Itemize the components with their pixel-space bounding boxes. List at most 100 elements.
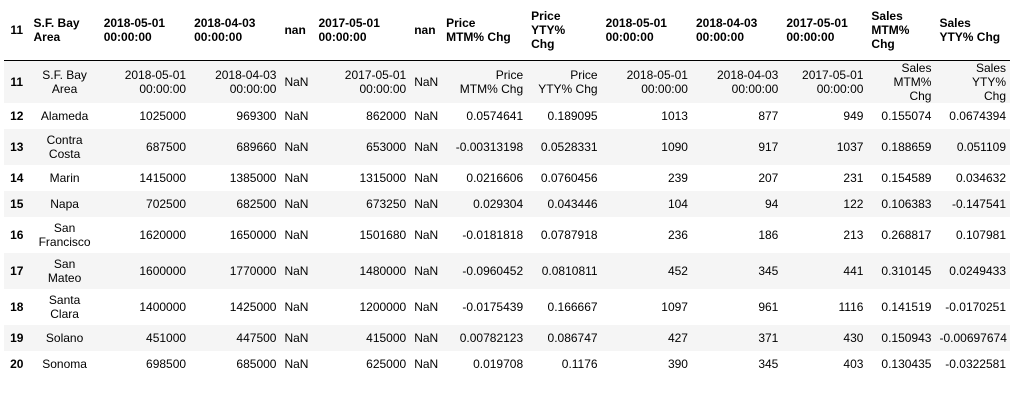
table-cell: 0.086747 bbox=[547, 331, 598, 345]
table-cell: 231 bbox=[843, 171, 864, 185]
table-cell: 0.188659 bbox=[881, 140, 932, 154]
table-cell: 390 bbox=[667, 357, 688, 371]
table-cell: 0.0674394 bbox=[949, 109, 1006, 123]
table-cell: 0.0216606 bbox=[466, 171, 524, 185]
table-cell: 1600000 bbox=[139, 264, 187, 278]
table-cell: 682500 bbox=[236, 197, 277, 211]
row-index: 13 bbox=[10, 140, 24, 154]
table-cell: NaN bbox=[414, 300, 439, 314]
table-cell: 917 bbox=[758, 140, 779, 154]
table-cell: San Francisco bbox=[38, 221, 91, 249]
column-header: S.F. Bay Area bbox=[29, 0, 100, 61]
table-cell: NaN bbox=[284, 300, 309, 314]
table-cell: 1400000 bbox=[139, 300, 187, 314]
table-cell: -0.0175439 bbox=[462, 300, 524, 314]
table-cell: 0.051109 bbox=[956, 140, 1006, 154]
table-cell: 0.019708 bbox=[473, 357, 524, 371]
table-cell: 236 bbox=[667, 228, 688, 242]
row-index: 12 bbox=[10, 109, 24, 123]
row-index: 16 bbox=[10, 228, 24, 242]
table-cell: 451000 bbox=[146, 331, 187, 345]
table-cell: -0.147541 bbox=[951, 197, 1006, 211]
column-header: nan bbox=[410, 0, 443, 61]
table-cell: Sales MTM% Chg bbox=[893, 61, 932, 103]
table-cell: 0.107981 bbox=[955, 228, 1006, 242]
table-cell: 0.0249433 bbox=[949, 264, 1006, 278]
table-cell: 2018-04-03 00:00:00 bbox=[716, 68, 779, 96]
table-row: 12 Alameda 1025000 969300 NaN 862000 NaN 0.0574… bbox=[4, 103, 1010, 129]
table-cell: Solano bbox=[45, 331, 84, 345]
table-cell: 1037 bbox=[836, 140, 864, 154]
table-cell: Sonoma bbox=[42, 357, 87, 371]
table-cell: 653000 bbox=[366, 140, 407, 154]
table-cell: 0.268817 bbox=[881, 228, 932, 242]
table-row: 20 Sonoma 698500 685000 NaN 625000 NaN 0.019708… bbox=[4, 351, 1010, 377]
table-cell: NaN bbox=[414, 140, 439, 154]
table-cell: Alameda bbox=[40, 109, 89, 123]
table-cell: NaN bbox=[284, 228, 309, 242]
table-cell: 403 bbox=[843, 357, 864, 371]
table-cell: 1620000 bbox=[139, 228, 187, 242]
column-header: Sales MTM% Chg bbox=[867, 0, 936, 61]
row-index: 17 bbox=[10, 264, 24, 278]
table-cell: Marin bbox=[49, 171, 80, 185]
table-row: 14 Marin 1415000 1385000 NaN 1315000 NaN 0.0216… bbox=[4, 165, 1010, 191]
table-row: 16 San Francisco 1620000 1650000 NaN 1501680 Na… bbox=[4, 217, 1010, 253]
column-header: Price YTY% Chg bbox=[527, 0, 602, 61]
table-cell: 1013 bbox=[661, 109, 688, 123]
table-cell: 0.043446 bbox=[547, 197, 598, 211]
table-row: 19 Solano 451000 447500 NaN 415000 NaN 0.007821… bbox=[4, 325, 1010, 351]
table-cell: NaN bbox=[414, 331, 439, 345]
table-cell: San Mateo bbox=[47, 257, 82, 285]
table-cell: 0.106383 bbox=[881, 197, 932, 211]
table-cell: 186 bbox=[758, 228, 779, 242]
row-index: 11 bbox=[10, 75, 24, 89]
table-cell: 371 bbox=[758, 331, 779, 345]
table-cell: 673250 bbox=[366, 197, 407, 211]
table-cell: -0.0322581 bbox=[945, 357, 1006, 371]
table-cell: 877 bbox=[758, 109, 779, 123]
table-cell: 0.130435 bbox=[881, 357, 932, 371]
column-header: 2017-05-01 00:00:00 bbox=[782, 0, 868, 61]
table-cell: 1315000 bbox=[359, 171, 407, 185]
table-cell: 94 bbox=[765, 197, 779, 211]
table-cell: 0.0528331 bbox=[540, 140, 598, 154]
table-cell: -0.0170251 bbox=[945, 300, 1006, 314]
table-cell: 415000 bbox=[366, 331, 407, 345]
table-cell: 2018-05-01 00:00:00 bbox=[124, 68, 187, 96]
column-header: 2017-05-01 00:00:00 bbox=[314, 0, 411, 61]
table-cell: 1116 bbox=[838, 300, 864, 314]
table-cell: 0.1176 bbox=[561, 357, 598, 371]
table-cell: 441 bbox=[843, 264, 864, 278]
table-cell: 104 bbox=[667, 197, 688, 211]
table-cell: 0.034632 bbox=[955, 171, 1006, 185]
table-cell: 447500 bbox=[236, 331, 277, 345]
table-cell: NaN bbox=[284, 140, 309, 154]
table-cell: 2017-05-01 00:00:00 bbox=[802, 68, 864, 96]
column-header: 2018-04-03 00:00:00 bbox=[691, 0, 783, 61]
table-cell: NaN bbox=[284, 357, 309, 371]
table-cell: NaN bbox=[284, 75, 309, 89]
table-cell: NaN bbox=[414, 197, 439, 211]
table-cell: NaN bbox=[414, 264, 439, 278]
column-header: nan bbox=[280, 0, 315, 61]
row-index: 14 bbox=[10, 171, 24, 185]
table-cell: 625000 bbox=[366, 357, 407, 371]
table-cell: 698500 bbox=[146, 357, 187, 371]
row-index: 18 bbox=[10, 300, 24, 314]
table-cell: NaN bbox=[284, 197, 309, 211]
table-cell: 702500 bbox=[146, 197, 187, 211]
table-cell: 0.00782123 bbox=[459, 331, 524, 345]
table-cell: 2018-04-03 00:00:00 bbox=[215, 68, 277, 96]
table-row: 17 San Mateo 1600000 1770000 NaN 1480000 NaN -0.… bbox=[4, 253, 1010, 289]
table-cell: -0.0960452 bbox=[462, 264, 524, 278]
table-cell: 0.0760456 bbox=[540, 171, 598, 185]
table-cell: 1425000 bbox=[229, 300, 277, 314]
header-index-cell: 11 bbox=[4, 0, 30, 61]
table-cell: 0.166667 bbox=[547, 300, 598, 314]
table-cell: 0.029304 bbox=[473, 197, 524, 211]
header-row: 11 S.F. Bay Area 2018-05-01 00:00:00 2018-04-… bbox=[4, 0, 1010, 61]
table-cell: 213 bbox=[843, 228, 864, 242]
table-cell: 239 bbox=[667, 171, 688, 185]
table-cell: 0.141519 bbox=[881, 300, 932, 314]
